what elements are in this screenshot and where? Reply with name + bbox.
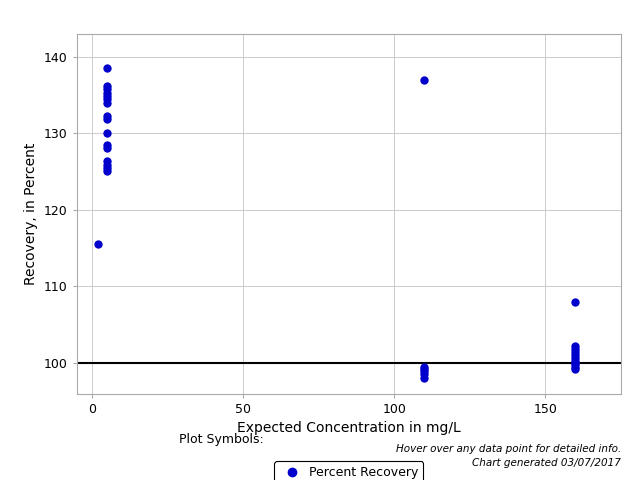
Point xyxy=(102,129,112,137)
Point xyxy=(102,157,112,165)
Point xyxy=(102,116,112,123)
Point xyxy=(419,368,429,375)
Point xyxy=(102,165,112,172)
Text: Plot Symbols:: Plot Symbols: xyxy=(179,432,264,446)
Point xyxy=(570,298,580,306)
Point xyxy=(419,363,429,371)
Point xyxy=(102,96,112,103)
Point xyxy=(570,345,580,353)
Point xyxy=(570,359,580,367)
Point xyxy=(102,64,112,72)
Point xyxy=(570,358,580,365)
Text: Hover over any data point for detailed info.: Hover over any data point for detailed i… xyxy=(396,444,621,454)
Point xyxy=(102,168,112,175)
Point xyxy=(102,112,112,120)
Point xyxy=(419,365,429,373)
Point xyxy=(570,348,580,356)
Point xyxy=(93,240,103,248)
Point xyxy=(570,351,580,359)
Point xyxy=(102,141,112,148)
Point xyxy=(419,76,429,84)
Point xyxy=(570,365,580,373)
Point xyxy=(102,89,112,96)
Point xyxy=(102,144,112,152)
Point xyxy=(570,363,580,371)
Point xyxy=(419,371,429,378)
Point xyxy=(102,92,112,99)
Legend: Percent Recovery: Percent Recovery xyxy=(274,461,424,480)
Point xyxy=(102,161,112,168)
Point xyxy=(102,85,112,93)
Text: Chart generated 03/07/2017: Chart generated 03/07/2017 xyxy=(472,458,621,468)
Point xyxy=(102,99,112,107)
Point xyxy=(419,374,429,382)
Point xyxy=(570,342,580,350)
Point xyxy=(570,360,580,368)
X-axis label: Expected Concentration in mg/L: Expected Concentration in mg/L xyxy=(237,421,461,435)
Point xyxy=(102,82,112,90)
Point xyxy=(570,355,580,362)
Y-axis label: Recovery, in Percent: Recovery, in Percent xyxy=(24,143,38,285)
